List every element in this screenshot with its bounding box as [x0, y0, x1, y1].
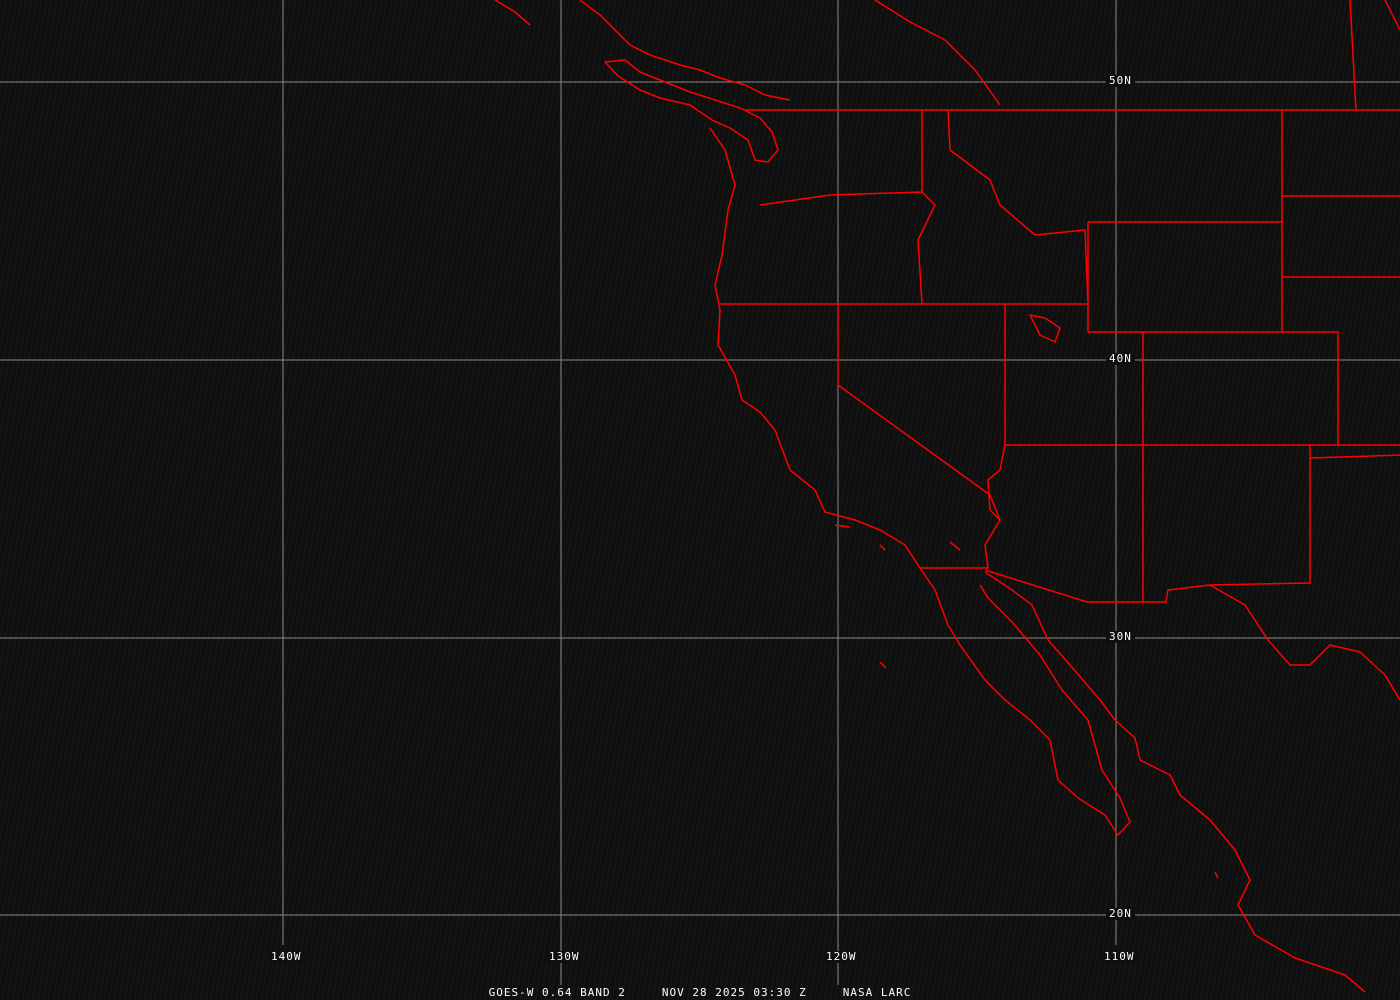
longitude-label-140w: 140W: [268, 951, 305, 963]
longitude-label-120w: 120W: [823, 951, 860, 963]
latitude-label-20n: 20N: [1106, 908, 1135, 920]
latitude-label-30n: 30N: [1106, 631, 1135, 643]
longitude-label-110w: 110W: [1101, 951, 1138, 963]
coastline-west: [709, 127, 1131, 836]
coastline-vancouver-island: [604, 59, 779, 163]
longitude-label-130w: 130W: [546, 951, 583, 963]
boundaries: [494, 0, 1400, 993]
channel-islands: [834, 524, 1219, 879]
caption-source: NASA LARC: [842, 986, 912, 999]
coastline-mexico-north: [1209, 584, 1400, 701]
great-salt-lake: [1029, 314, 1061, 343]
latitude-label-40n: 40N: [1106, 353, 1135, 365]
caption-datetime: NOV 28 2025 03:30 Z: [661, 986, 807, 999]
latitude-label-50n: 50N: [1106, 75, 1135, 87]
coastline-gulf-east: [984, 571, 1366, 993]
state-lines: [720, 109, 1400, 603]
coastline-bc: [494, 0, 791, 101]
image-caption: GOES-W 0.64 BAND 2 NOV 28 2025 03:30 Z NAS…: [0, 986, 1400, 999]
border-canada-north: [874, 0, 1400, 111]
caption-satellite: GOES-W 0.64 BAND 2: [488, 986, 626, 999]
